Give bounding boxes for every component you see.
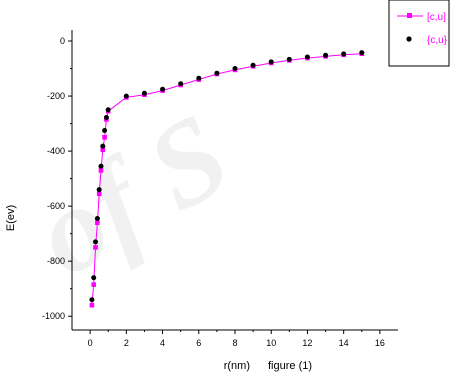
data-point-dot: [304, 54, 310, 60]
data-point-dot: [96, 187, 102, 193]
data-point-square: [91, 282, 96, 287]
y-tick-label: -1000: [42, 311, 65, 321]
data-point-dot: [286, 56, 292, 62]
x-tick-label: 6: [196, 338, 201, 348]
y-axis-ticks: 0 -200 -400 -600 -800 -1000: [42, 36, 72, 321]
data-point-dot: [91, 275, 97, 281]
data-point-square: [93, 245, 98, 250]
data-point-dot: [250, 62, 256, 68]
x-axis-title: r(nm): [224, 360, 250, 372]
series-layer: [89, 50, 365, 308]
x-tick-label: 12: [302, 338, 312, 348]
data-point-dot: [196, 75, 202, 81]
data-point-dot: [323, 52, 329, 58]
legend: [c,u] {c,u}: [388, 0, 450, 67]
y-tick-label: 0: [60, 36, 65, 46]
data-point-dot: [141, 90, 147, 96]
figure-caption: figure (1): [268, 360, 312, 372]
data-point-dot: [100, 143, 106, 149]
legend-marker-series-a: [407, 13, 412, 18]
data-point-dot: [89, 297, 95, 303]
data-point-square: [100, 147, 106, 152]
series-line-cu-square: [91, 53, 362, 306]
x-tick-label: 2: [124, 338, 129, 348]
x-axis-ticks: 0 2 4 6 8 10 12 14 16: [88, 330, 385, 348]
data-point-dot: [341, 51, 347, 57]
legend-label-series-b: {c,u}: [427, 35, 448, 46]
legend-marker-series-b: [406, 36, 412, 42]
y-tick-label: -800: [47, 256, 65, 266]
y-tick-label: -600: [47, 201, 65, 211]
data-point-square: [89, 302, 95, 308]
x-tick-label: 16: [375, 338, 385, 348]
data-point-dot: [103, 115, 109, 120]
data-point-dot: [102, 128, 108, 133]
x-tick-label: 8: [232, 338, 237, 348]
data-point-dot: [178, 81, 184, 87]
x-tick-label: 0: [88, 338, 93, 348]
y-tick-label: -400: [47, 146, 65, 156]
x-tick-label: 4: [160, 338, 165, 348]
legend-box: [388, 0, 450, 67]
data-point-dot: [214, 70, 220, 76]
data-point-dot: [232, 66, 238, 71]
data-point-dot: [160, 86, 166, 92]
x-tick-label: 10: [266, 338, 276, 348]
data-point-dot: [359, 50, 365, 56]
data-point-dot: [94, 216, 100, 221]
data-point-square: [98, 168, 104, 173]
data-point-dot: [93, 239, 98, 245]
y-axis-title: E(ev): [5, 205, 17, 231]
data-point-dot: [98, 163, 104, 169]
data-point-square: [95, 220, 100, 225]
data-point-dot: [105, 107, 111, 113]
data-point-dot: [123, 93, 129, 99]
x-tick-label: 14: [339, 338, 349, 348]
y-tick-label: -200: [47, 91, 65, 101]
data-point-square: [102, 135, 107, 140]
watermark-logo: of S: [13, 88, 250, 302]
data-point-square: [96, 191, 102, 197]
data-point-dot: [268, 59, 274, 65]
legend-label-series-a: [c,u]: [427, 12, 446, 23]
